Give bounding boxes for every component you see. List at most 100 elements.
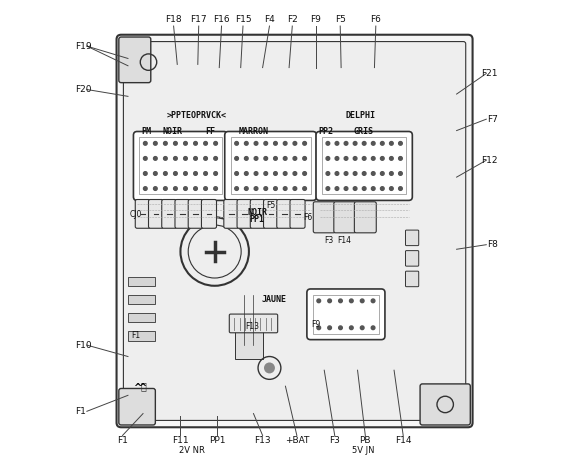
Circle shape — [398, 157, 403, 160]
Text: F18: F18 — [165, 15, 182, 24]
Circle shape — [214, 172, 218, 175]
Circle shape — [335, 187, 339, 190]
Circle shape — [371, 141, 375, 145]
Circle shape — [344, 172, 348, 175]
Circle shape — [360, 299, 364, 303]
Circle shape — [362, 141, 366, 145]
Circle shape — [398, 141, 403, 145]
Circle shape — [293, 187, 297, 190]
Circle shape — [326, 187, 329, 190]
Bar — [128, 277, 155, 286]
Circle shape — [362, 172, 366, 175]
Circle shape — [204, 172, 208, 175]
Circle shape — [274, 141, 277, 145]
Circle shape — [328, 299, 331, 303]
Circle shape — [245, 157, 248, 160]
Text: F2: F2 — [287, 15, 298, 24]
Circle shape — [317, 299, 321, 303]
Circle shape — [344, 187, 348, 190]
Circle shape — [328, 326, 331, 329]
FancyBboxPatch shape — [224, 132, 317, 201]
Circle shape — [264, 172, 267, 175]
Text: F9: F9 — [311, 320, 321, 329]
Circle shape — [339, 326, 342, 329]
Circle shape — [293, 172, 297, 175]
Circle shape — [204, 187, 208, 190]
Circle shape — [173, 157, 177, 160]
Circle shape — [353, 157, 357, 160]
Circle shape — [245, 141, 248, 145]
Circle shape — [235, 141, 238, 145]
Circle shape — [245, 187, 248, 190]
Circle shape — [380, 172, 384, 175]
Circle shape — [371, 187, 375, 190]
Circle shape — [254, 172, 258, 175]
Circle shape — [154, 141, 157, 145]
Circle shape — [326, 141, 329, 145]
Text: CJ0: CJ0 — [130, 210, 142, 219]
Circle shape — [204, 157, 208, 160]
Bar — [128, 331, 155, 340]
Circle shape — [390, 141, 393, 145]
FancyBboxPatch shape — [334, 202, 356, 233]
Circle shape — [184, 187, 187, 190]
Text: F7: F7 — [487, 115, 498, 124]
Text: F1: F1 — [117, 437, 128, 445]
Circle shape — [317, 326, 321, 329]
Text: DELPHI: DELPHI — [346, 110, 376, 120]
Circle shape — [194, 187, 197, 190]
Text: PB: PB — [360, 437, 371, 445]
Text: NOIR: NOIR — [163, 127, 183, 136]
Circle shape — [254, 157, 258, 160]
Circle shape — [254, 141, 258, 145]
Circle shape — [154, 157, 157, 160]
Circle shape — [184, 157, 187, 160]
Text: F3: F3 — [329, 437, 340, 445]
Circle shape — [362, 157, 366, 160]
Circle shape — [390, 157, 393, 160]
Circle shape — [303, 172, 306, 175]
Circle shape — [264, 141, 267, 145]
Bar — [139, 137, 222, 195]
Circle shape — [284, 157, 287, 160]
Text: PP2: PP2 — [318, 127, 333, 136]
Circle shape — [344, 141, 348, 145]
Text: +BAT: +BAT — [285, 437, 309, 445]
Circle shape — [143, 141, 147, 145]
Text: F14: F14 — [395, 437, 411, 445]
Circle shape — [164, 172, 167, 175]
FancyBboxPatch shape — [148, 200, 164, 228]
Bar — [322, 137, 407, 195]
Circle shape — [214, 187, 218, 190]
Circle shape — [293, 141, 297, 145]
Circle shape — [235, 157, 238, 160]
Circle shape — [353, 172, 357, 175]
Circle shape — [303, 157, 306, 160]
Circle shape — [184, 172, 187, 175]
Circle shape — [194, 141, 197, 145]
Text: F17: F17 — [190, 15, 207, 24]
FancyBboxPatch shape — [119, 389, 155, 425]
FancyBboxPatch shape — [188, 200, 203, 228]
Text: F9: F9 — [310, 15, 321, 24]
Circle shape — [293, 157, 297, 160]
Text: ^: ^ — [137, 383, 146, 394]
Text: 5V JN: 5V JN — [352, 445, 374, 455]
Text: PP1: PP1 — [209, 437, 225, 445]
FancyBboxPatch shape — [237, 200, 252, 228]
FancyBboxPatch shape — [229, 314, 278, 333]
FancyBboxPatch shape — [405, 271, 419, 287]
Circle shape — [371, 172, 375, 175]
Circle shape — [164, 141, 167, 145]
Circle shape — [284, 187, 287, 190]
Text: F14: F14 — [337, 236, 351, 244]
Circle shape — [184, 141, 187, 145]
Bar — [231, 137, 310, 195]
FancyBboxPatch shape — [263, 200, 278, 228]
Text: NOIR: NOIR — [247, 208, 267, 217]
Circle shape — [284, 141, 287, 145]
Text: >PPTEOPRVCK<: >PPTEOPRVCK< — [166, 110, 226, 120]
FancyBboxPatch shape — [201, 200, 216, 228]
Text: F1: F1 — [75, 407, 86, 416]
Circle shape — [380, 157, 384, 160]
